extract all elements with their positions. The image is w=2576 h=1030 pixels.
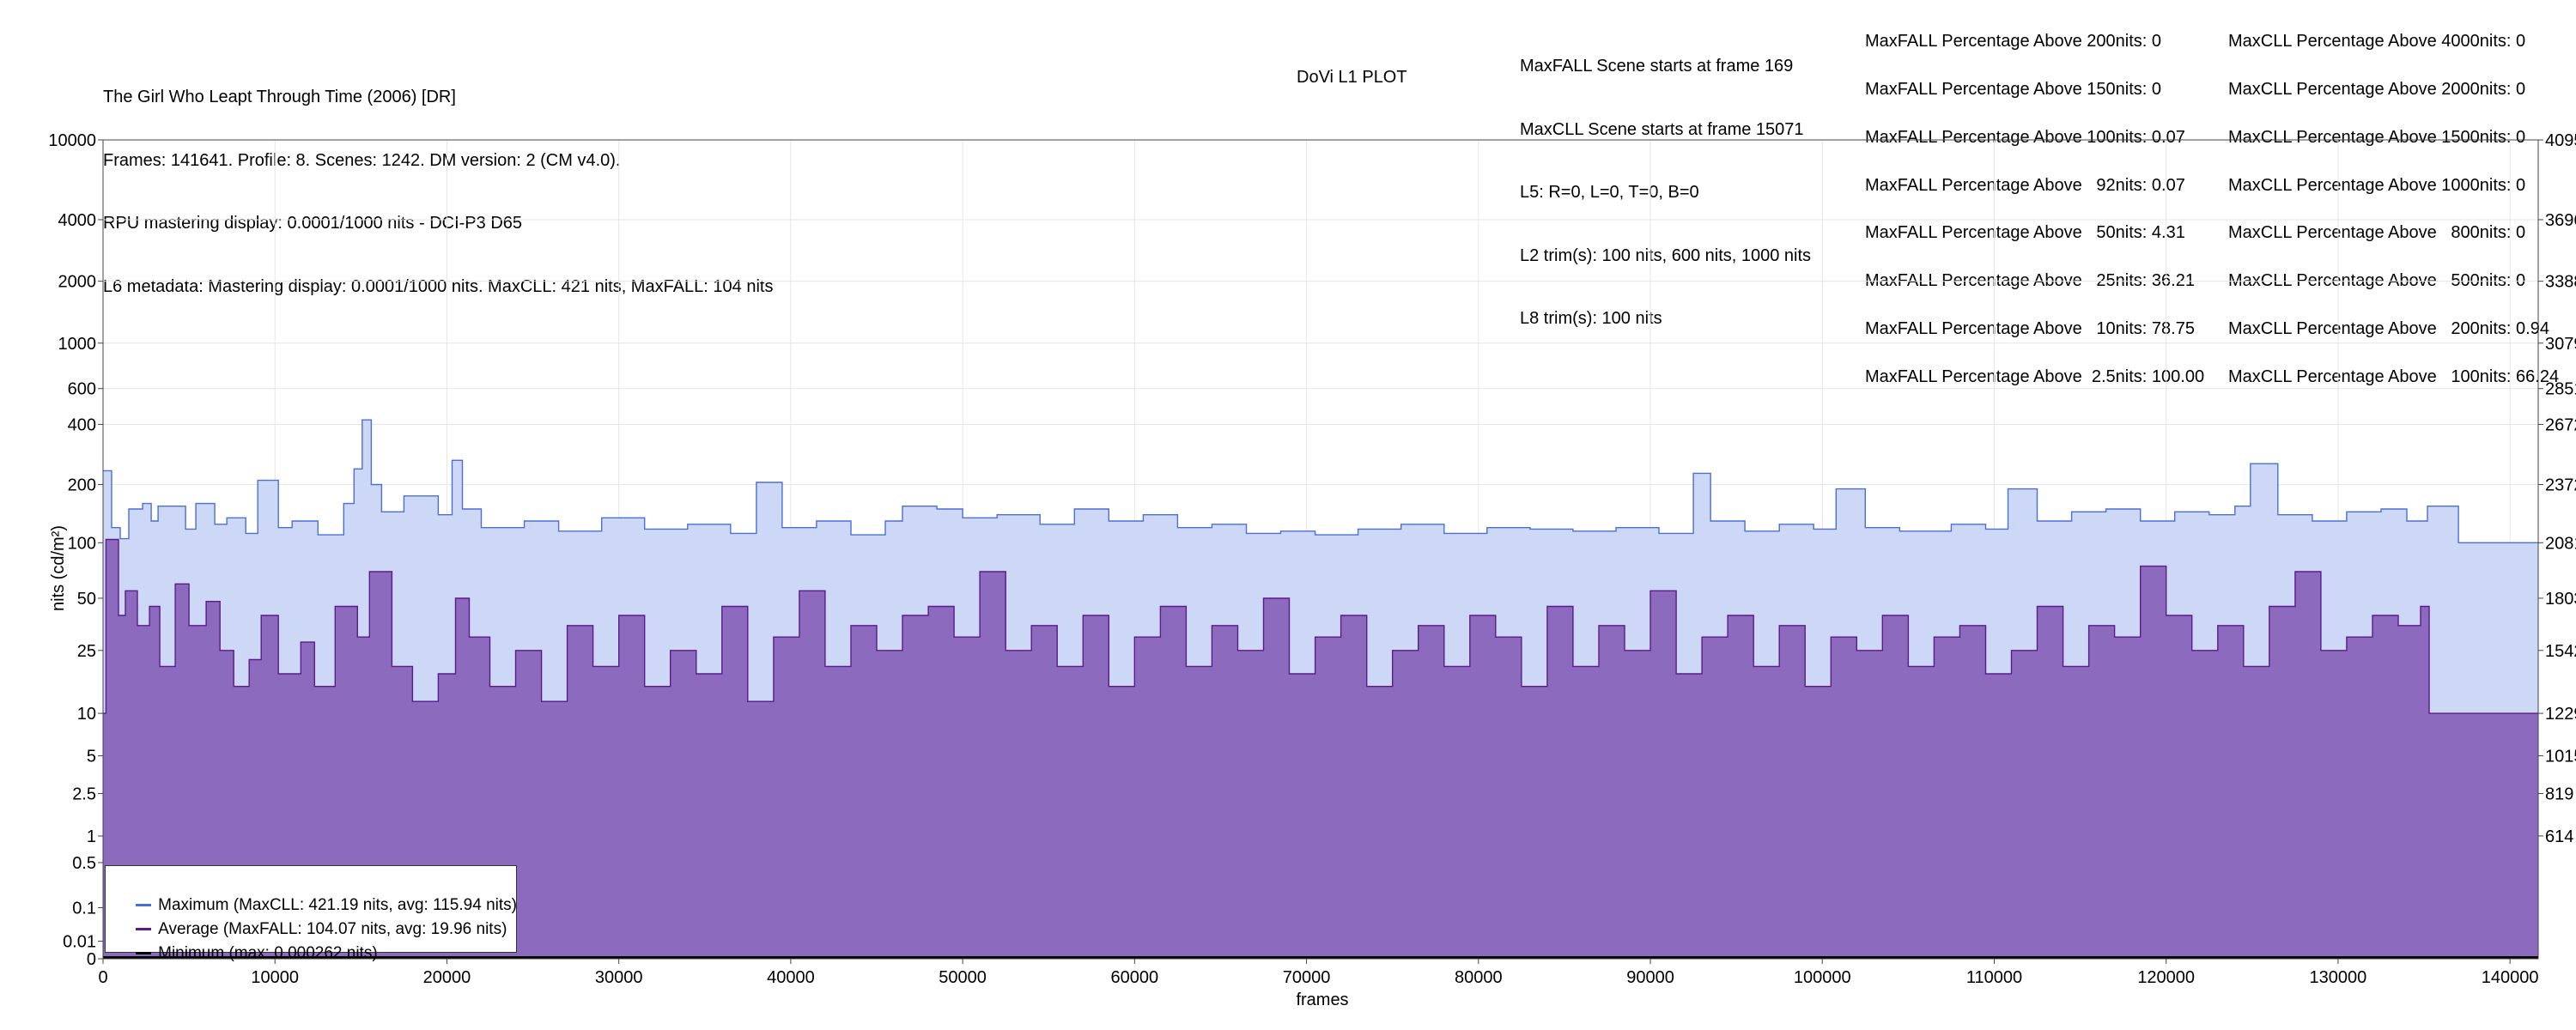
- x-tick-label: 120000: [2137, 968, 2195, 987]
- y2-tick-label: 1229: [2545, 705, 2576, 724]
- y2-tick-label: 4095: [2545, 131, 2576, 150]
- x-tick-label: 10000: [251, 968, 299, 987]
- legend-item-minimum: Minimum (max: 0.000262 nits): [118, 923, 378, 962]
- y-tick-label: 2000: [58, 273, 97, 292]
- header-line-title: The Girl Who Leapt Through Time (2006) […: [103, 88, 456, 106]
- y-tick-label: 1: [87, 827, 96, 846]
- header-line-frames: Frames: 141641. Profile: 8. Scenes: 1242…: [103, 150, 621, 170]
- scene-line-l5: L5: R=0, L=0, T=0, B=0: [1520, 183, 1699, 202]
- x-tick-label: 0: [98, 968, 107, 987]
- y-tick-label: 0.01: [63, 933, 96, 952]
- x-tick-label: 110000: [1966, 968, 2022, 987]
- maxcll-stat: MaxCLL Percentage Above 200nits: 0.94: [2228, 318, 2549, 338]
- legend-item-average: Average (MaxFALL: 104.07 nits, avg: 19.9…: [118, 899, 507, 938]
- y-tick-label: 400: [68, 415, 96, 434]
- x-tick-label: 60000: [1111, 968, 1159, 987]
- maxcll-stat: MaxCLL Percentage Above 1000nits: 0: [2228, 175, 2526, 195]
- y2-tick-label: 2851: [2545, 380, 2576, 399]
- legend-swatch-maximum: [136, 904, 152, 907]
- maxfall-stat: MaxFALL Percentage Above 50nits: 4.31: [1865, 223, 2185, 243]
- header-info: The Girl Who Leapt Through Time (2006) […: [103, 45, 773, 318]
- maxfall-stat: MaxFALL Percentage Above 200nits: 0: [1865, 32, 2162, 52]
- legend-item-maximum: Maximum (MaxCLL: 421.19 nits, avg: 115.9…: [118, 875, 517, 914]
- maxfall-stats: MaxFALL Percentage Above 200nits: 0 MaxF…: [1865, 2, 2204, 401]
- y-axis-ticks: 1000040002000100060040020010050251052.51…: [48, 131, 103, 969]
- y-axis-label: nits (cd/m²): [49, 525, 68, 611]
- scene-info: MaxFALL Scene starts at frame 169 MaxCLL…: [1520, 14, 1811, 350]
- maxfall-stat: MaxFALL Percentage Above 100nits: 0.07: [1865, 127, 2185, 147]
- y2-tick-label: 1803: [2545, 590, 2576, 609]
- maxfall-stat: MaxFALL Percentage Above 150nits: 0: [1865, 79, 2162, 99]
- x-tick-label: 90000: [1626, 968, 1674, 987]
- y2-tick-label: 819: [2545, 785, 2573, 804]
- legend-label-maximum: Maximum (MaxCLL: 421.19 nits, avg: 115.9…: [158, 896, 517, 914]
- series-areas: [103, 419, 2538, 959]
- maxcll-stats: MaxCLL Percentage Above 4000nits: 0 MaxC…: [2228, 2, 2559, 401]
- y2-tick-label: 3696: [2545, 211, 2576, 230]
- plot-frame: [102, 139, 2539, 960]
- y-tick-label: 100: [68, 534, 96, 553]
- x-axis-label: frames: [1296, 991, 1348, 1009]
- legend-label-minimum: Minimum (max: 0.000262 nits): [158, 944, 378, 962]
- y-tick-label: 600: [68, 380, 96, 399]
- x-tick-label: 30000: [595, 968, 643, 987]
- scene-line-maxcll: MaxCLL Scene starts at frame 15071: [1520, 119, 1804, 139]
- legend-swatch-average: [136, 928, 152, 931]
- x-tick-label: 50000: [939, 968, 987, 987]
- y-tick-label: 0.1: [72, 900, 96, 918]
- x-tick-label: 20000: [423, 968, 471, 987]
- scene-line-l2: L2 trim(s): 100 nits, 600 nits, 1000 nit…: [1520, 245, 1812, 265]
- legend-swatch-minimum: [136, 952, 152, 955]
- y-tick-label: 4000: [58, 211, 97, 230]
- y2-tick-label: 1015: [2545, 748, 2576, 766]
- maxcll-stat: MaxCLL Percentage Above 2000nits: 0: [2228, 79, 2526, 99]
- scene-line-l8: L8 trim(s): 100 nits: [1520, 309, 1662, 328]
- y-tick-label: 25: [77, 642, 96, 661]
- x-tick-label: 80000: [1455, 968, 1503, 987]
- maxfall-stat: MaxFALL Percentage Above 25nits: 36.21: [1865, 271, 2195, 291]
- scene-line-maxfall: MaxFALL Scene starts at frame 169: [1520, 57, 1794, 76]
- x-axis-ticks: 0 10000 20000 30000 40000 50000 60000 70000 8000…: [98, 959, 2539, 987]
- legend: Maximum (MaxCLL: 421.19 nits, avg: 115.9…: [105, 865, 517, 962]
- x-tick-label: 140000: [2482, 968, 2539, 987]
- y-tick-label: 200: [68, 476, 96, 495]
- series-line-maximum: [103, 419, 2538, 543]
- maxcll-stat: MaxCLL Percentage Above 800nits: 0: [2228, 223, 2526, 243]
- series-line-average: [103, 538, 2538, 714]
- y-tick-label: 10000: [48, 131, 96, 150]
- header-line-rpu: RPU mastering display: 0.0001/1000 nits …: [103, 214, 523, 233]
- y2-tick-label: 614: [2545, 827, 2573, 846]
- y2-tick-label: 3079: [2545, 335, 2576, 354]
- plot-border: [102, 139, 2539, 960]
- y-tick-label: 0.5: [72, 854, 96, 873]
- maxcll-stat: MaxCLL Percentage Above 100nits: 66.24: [2228, 367, 2560, 386]
- maxfall-stat: MaxFALL Percentage Above 2.5nits: 100.00: [1865, 367, 2205, 386]
- maxfall-stat: MaxFALL Percentage Above 92nits: 0.07: [1865, 175, 2185, 195]
- maxcll-stat: MaxCLL Percentage Above 500nits: 0: [2228, 271, 2526, 291]
- series-area-average: [103, 539, 2538, 959]
- y-tick-label: 2.5: [72, 785, 96, 804]
- x-tick-label: 40000: [767, 968, 815, 987]
- y-tick-label: 5: [87, 748, 96, 766]
- y-tick-label: 10: [77, 705, 96, 724]
- y2-tick-label: 3388: [2545, 273, 2576, 292]
- maxcll-stat: MaxCLL Percentage Above 1500nits: 0: [2228, 127, 2526, 147]
- x-tick-label: 100000: [1794, 968, 1851, 987]
- y-tick-label: 1000: [58, 335, 97, 354]
- legend-label-average: Average (MaxFALL: 104.07 nits, avg: 19.9…: [158, 920, 507, 938]
- x-tick-label: 130000: [2310, 968, 2367, 987]
- y-tick-label: 0: [87, 950, 96, 969]
- maxcll-stat: MaxCLL Percentage Above 4000nits: 0: [2228, 32, 2526, 52]
- y2-tick-label: 1542: [2545, 642, 2576, 661]
- plot-title: DoVi L1 PLOT: [1297, 68, 1407, 87]
- x-tick-label: 70000: [1283, 968, 1331, 987]
- maxfall-stat: MaxFALL Percentage Above 10nits: 78.75: [1865, 318, 2195, 338]
- y-tick-label: 50: [77, 590, 96, 609]
